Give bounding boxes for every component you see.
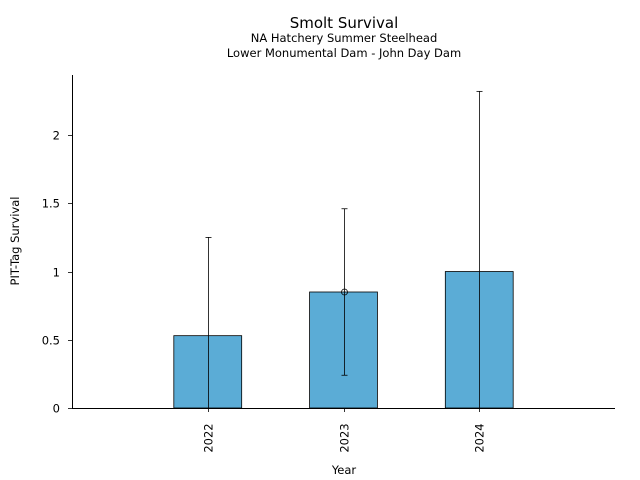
point-marker-2023 bbox=[341, 288, 348, 296]
y-tick-label-1: 0.5 bbox=[42, 334, 60, 348]
y-axis-label: PIT-Tag Survival bbox=[8, 197, 22, 286]
y-tick-label-2: 1 bbox=[53, 266, 60, 280]
bars-group bbox=[173, 271, 514, 409]
bar-2022 bbox=[173, 335, 243, 409]
y-tick-label-4: 2 bbox=[53, 129, 60, 143]
y-tick-label-0: 0 bbox=[53, 402, 60, 416]
x-ticks-group: 2022 2023 2024 bbox=[202, 408, 487, 453]
chart-subtitle-line-2: Lower Monumental Dam - John Day Dam bbox=[227, 46, 461, 60]
chart-title: Smolt Survival bbox=[290, 14, 399, 32]
y-tick-label-3: 1.5 bbox=[42, 197, 60, 211]
x-tick-label-2023: 2023 bbox=[338, 423, 352, 452]
chart-subtitle-line-1: NA Hatchery Summer Steelhead bbox=[251, 31, 438, 45]
error-bars-group bbox=[205, 90, 483, 409]
x-tick-label-2024: 2024 bbox=[473, 423, 487, 452]
x-tick-label-2022: 2022 bbox=[202, 423, 216, 452]
y-ticks-group: 0 0.5 1 1.5 2 bbox=[42, 129, 72, 416]
bar-2023 bbox=[309, 291, 378, 409]
x-axis-label: Year bbox=[331, 463, 357, 477]
